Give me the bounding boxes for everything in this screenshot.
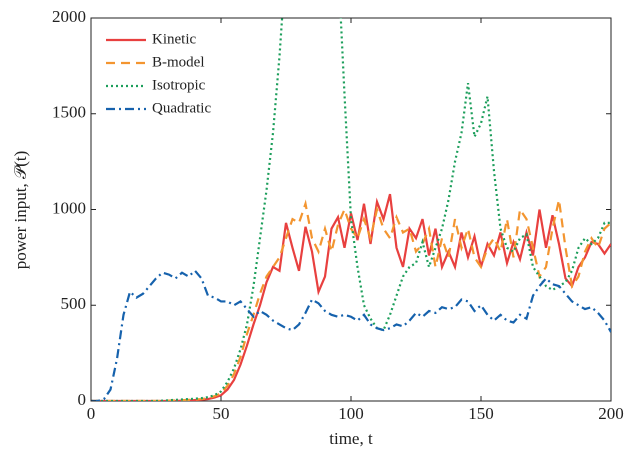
series-line (91, 199, 611, 401)
plot-frame (90, 17, 612, 402)
x-tick-label: 200 (598, 404, 624, 423)
legend-label: B-model (152, 54, 205, 70)
series-line (91, 269, 611, 401)
legend-label: Isotropic (152, 77, 206, 93)
x-tick-label: 0 (87, 404, 96, 423)
y-tick-label: 0 (78, 390, 87, 409)
y-axis-label: power input, 𝒫(t) (11, 151, 30, 269)
x-tick-label: 50 (213, 404, 230, 423)
legend-label: Kinetic (152, 31, 196, 47)
y-tick-label: 1500 (52, 103, 86, 122)
x-axis-label: time, t (329, 429, 373, 448)
y-tick-label: 2000 (52, 7, 86, 26)
lines (91, 18, 611, 401)
series-line (91, 193, 611, 401)
x-tick-label: 100 (338, 404, 364, 423)
series-line (91, 18, 611, 401)
y-tick-label: 500 (61, 294, 87, 313)
legend-label: Quadratic (152, 100, 211, 116)
y-tick-label: 1000 (52, 198, 86, 217)
x-tick-label: 150 (468, 404, 494, 423)
